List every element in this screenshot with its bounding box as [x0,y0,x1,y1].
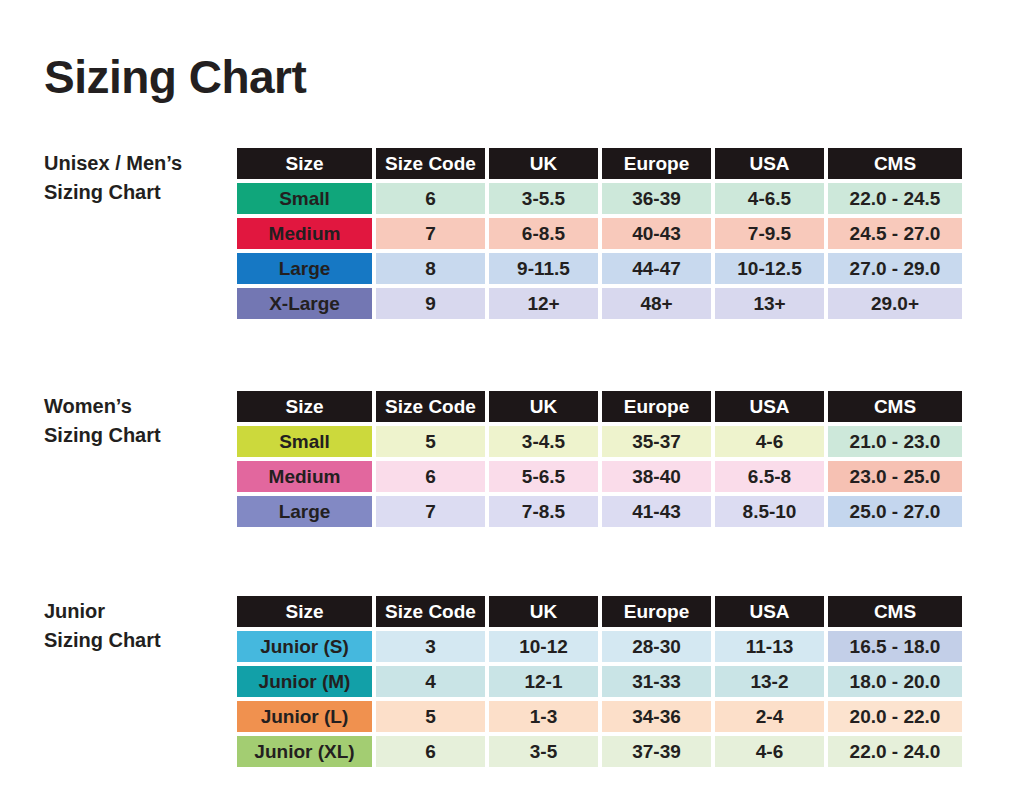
section-label-line: Sizing Chart [44,421,161,450]
section-label-womens: Women’s Sizing Chart [44,392,161,450]
size-code-value-cell: 8 [376,253,485,284]
size-code-value-cell: 6 [376,183,485,214]
size-name-cell: Large [237,496,372,527]
europe-value-cell: 31-33 [602,666,711,697]
europe-value-cell: 38-40 [602,461,711,492]
header-cell-europe: Europe [602,596,711,627]
cms-value-cell: 23.0 - 25.0 [828,461,962,492]
cms-value-cell: 16.5 - 18.0 [828,631,962,662]
page-title: Sizing Chart [44,50,306,104]
usa-value-cell: 4-6 [715,426,824,457]
uk-value-cell: 3-5 [489,736,598,767]
header-cell-uk: UK [489,148,598,179]
uk-value-cell: 3-5.5 [489,183,598,214]
header-cell-size: Size [237,148,372,179]
header-cell-cms: CMS [828,148,962,179]
uk-value-cell: 10-12 [489,631,598,662]
usa-value-cell: 11-13 [715,631,824,662]
cms-value-cell: 21.0 - 23.0 [828,426,962,457]
usa-value-cell: 8.5-10 [715,496,824,527]
header-cell-size-code: Size Code [376,596,485,627]
usa-value-cell: 13-2 [715,666,824,697]
sizing-table-junior: SizeSize CodeUKEuropeUSACMS Junior (S)310… [237,596,962,767]
sizing-table-womens: SizeSize CodeUKEuropeUSACMS Small53-4.535… [237,391,962,527]
europe-value-cell: 41-43 [602,496,711,527]
europe-value-cell: 28-30 [602,631,711,662]
size-name-cell: Junior (S) [237,631,372,662]
usa-value-cell: 6.5-8 [715,461,824,492]
uk-value-cell: 6-8.5 [489,218,598,249]
size-name-cell: Junior (L) [237,701,372,732]
europe-value-cell: 48+ [602,288,711,319]
section-label-line: Unisex / Men’s [44,149,182,178]
size-code-value-cell: 5 [376,426,485,457]
size-name-cell: X-Large [237,288,372,319]
cms-value-cell: 20.0 - 22.0 [828,701,962,732]
size-name-cell: Medium [237,461,372,492]
usa-value-cell: 13+ [715,288,824,319]
header-cell-size: Size [237,391,372,422]
uk-value-cell: 12+ [489,288,598,319]
uk-value-cell: 1-3 [489,701,598,732]
header-cell-uk: UK [489,596,598,627]
size-code-value-cell: 7 [376,496,485,527]
section-label-line: Women’s [44,392,161,421]
header-cell-usa: USA [715,391,824,422]
section-label-line: Junior [44,597,161,626]
size-name-cell: Medium [237,218,372,249]
europe-value-cell: 40-43 [602,218,711,249]
size-code-value-cell: 6 [376,461,485,492]
header-cell-size: Size [237,596,372,627]
section-label-line: Sizing Chart [44,626,161,655]
usa-value-cell: 10-12.5 [715,253,824,284]
section-label-unisex-mens: Unisex / Men’s Sizing Chart [44,149,182,207]
usa-value-cell: 4-6.5 [715,183,824,214]
usa-value-cell: 7-9.5 [715,218,824,249]
cms-value-cell: 22.0 - 24.0 [828,736,962,767]
header-cell-uk: UK [489,391,598,422]
size-name-cell: Junior (XL) [237,736,372,767]
header-cell-cms: CMS [828,596,962,627]
header-cell-usa: USA [715,596,824,627]
header-cell-europe: Europe [602,148,711,179]
uk-value-cell: 12-1 [489,666,598,697]
size-name-cell: Small [237,183,372,214]
uk-value-cell: 5-6.5 [489,461,598,492]
size-code-value-cell: 6 [376,736,485,767]
header-cell-usa: USA [715,148,824,179]
header-cell-europe: Europe [602,391,711,422]
europe-value-cell: 35-37 [602,426,711,457]
header-cell-size-code: Size Code [376,391,485,422]
header-cell-size-code: Size Code [376,148,485,179]
europe-value-cell: 44-47 [602,253,711,284]
europe-value-cell: 36-39 [602,183,711,214]
size-code-value-cell: 4 [376,666,485,697]
size-name-cell: Small [237,426,372,457]
section-label-junior: Junior Sizing Chart [44,597,161,655]
size-name-cell: Junior (M) [237,666,372,697]
cms-value-cell: 22.0 - 24.5 [828,183,962,214]
header-cell-cms: CMS [828,391,962,422]
cms-value-cell: 27.0 - 29.0 [828,253,962,284]
cms-value-cell: 25.0 - 27.0 [828,496,962,527]
section-label-line: Sizing Chart [44,178,182,207]
europe-value-cell: 37-39 [602,736,711,767]
size-name-cell: Large [237,253,372,284]
size-code-value-cell: 5 [376,701,485,732]
cms-value-cell: 29.0+ [828,288,962,319]
uk-value-cell: 7-8.5 [489,496,598,527]
size-code-value-cell: 3 [376,631,485,662]
size-code-value-cell: 9 [376,288,485,319]
uk-value-cell: 3-4.5 [489,426,598,457]
europe-value-cell: 34-36 [602,701,711,732]
uk-value-cell: 9-11.5 [489,253,598,284]
usa-value-cell: 4-6 [715,736,824,767]
size-code-value-cell: 7 [376,218,485,249]
page: Sizing Chart Unisex / Men’s Sizing Chart… [0,0,1035,812]
cms-value-cell: 18.0 - 20.0 [828,666,962,697]
usa-value-cell: 2-4 [715,701,824,732]
cms-value-cell: 24.5 - 27.0 [828,218,962,249]
sizing-table-unisex-mens: SizeSize CodeUKEuropeUSACMS Small63-5.536… [237,148,962,319]
